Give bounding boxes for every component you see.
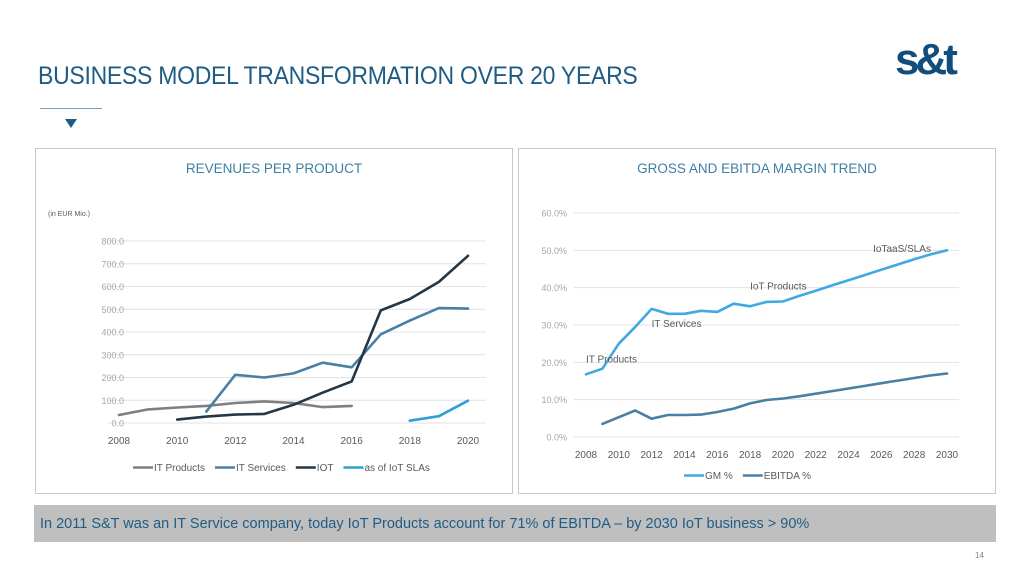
y-tick-label: 60.0% — [541, 209, 567, 219]
page-number: 14 — [975, 551, 984, 560]
y-tick-label: 50.0% — [541, 246, 567, 256]
down-triangle-icon — [65, 119, 77, 128]
x-tick-label: 2010 — [608, 450, 631, 461]
x-tick-label: 2016 — [341, 436, 364, 447]
series-line-gm- — [584, 249, 949, 376]
margin-chart-panel: GROSS AND EBITDA MARGIN TREND 0.0% 10.0% 2… — [518, 148, 996, 494]
series-line-iot — [175, 254, 470, 421]
x-tick-label: 2022 — [805, 450, 828, 461]
series-line-as-of-iot-slas — [408, 399, 470, 422]
series-line-it-services — [205, 306, 470, 413]
legend-label: IT Services — [236, 463, 286, 474]
margin-chart-title: GROSS AND EBITDA MARGIN TREND — [637, 161, 877, 176]
legend-label: as of IoT SLAs — [364, 463, 429, 474]
y-tick-label: 200.0 — [101, 373, 124, 383]
slide-title: BUSINESS MODEL TRANSFORMATION OVER 20 YE… — [38, 62, 638, 90]
y-tick-label: 10.0% — [541, 395, 567, 405]
revenues-chart-title: REVENUES PER PRODUCT — [185, 161, 363, 176]
y-tick-label: 700.0 — [101, 259, 124, 269]
x-tick-label: 2024 — [837, 450, 860, 461]
x-tick-label: 2030 — [936, 450, 959, 461]
y-tick-label: 0.0 — [111, 419, 124, 429]
revenues-chart: (in EUR Mio.) 0.0 100.0 200.0 300.0 400.0 500.… — [48, 211, 486, 474]
y-tick-label: 300.0 — [101, 350, 124, 360]
x-tick-label: 2020 — [772, 450, 795, 461]
series-line-ebitda- — [601, 372, 949, 426]
x-tick-label: 2028 — [903, 450, 926, 461]
x-tick-label: 2008 — [108, 436, 131, 447]
x-tick-label: 2016 — [706, 450, 729, 461]
y-tick-label: 100.0 — [101, 396, 124, 406]
annotation-label: IoTaaS/SLAs — [873, 244, 931, 255]
company-logo: s&t — [895, 35, 958, 84]
x-tick-label: 2020 — [457, 436, 480, 447]
x-tick-label: 2026 — [870, 450, 893, 461]
y-tick-label: 500.0 — [101, 305, 124, 315]
x-tick-label: 2008 — [575, 450, 598, 461]
series-line-it-products — [117, 400, 353, 417]
x-tick-label: 2018 — [399, 436, 422, 447]
x-tick-label: 2014 — [673, 450, 696, 461]
y-tick-label: 400.0 — [101, 328, 124, 338]
legend-label: EBITDA % — [764, 471, 811, 482]
x-tick-label: 2012 — [641, 450, 664, 461]
y-tick-label: 20.0% — [541, 358, 567, 368]
y-tick-label: 0.0% — [546, 433, 567, 443]
x-tick-label: 2010 — [166, 436, 189, 447]
y-tick-label: 600.0 — [101, 282, 124, 292]
x-tick-label: 2018 — [739, 450, 762, 461]
annotation-label: IT Services — [652, 319, 702, 330]
legend-label: GM % — [705, 471, 733, 482]
summary-banner: In 2011 S&T was an IT Service company, t… — [34, 505, 996, 542]
title-divider — [40, 108, 102, 109]
x-tick-label: 2014 — [282, 436, 305, 447]
y-tick-label: 30.0% — [541, 321, 567, 331]
x-tick-label: 2012 — [224, 436, 247, 447]
unit-note: (in EUR Mio.) — [48, 211, 90, 218]
legend-label: IOT — [317, 463, 334, 474]
legend-label: IT Products — [154, 463, 205, 474]
revenues-chart-panel: REVENUES PER PRODUCT (in EUR Mio.) 0.0 100… — [35, 148, 513, 494]
margin-chart: 0.0% 10.0% 20.0% 30.0% 40.0% 50.0% 60.0% 2008 20… — [541, 209, 959, 482]
summary-text: In 2011 S&T was an IT Service company, t… — [40, 515, 810, 532]
annotation-label: IoT Products — [750, 282, 807, 293]
annotation-label: IT Products — [586, 354, 637, 365]
y-tick-label: 800.0 — [101, 237, 124, 247]
y-tick-label: 40.0% — [541, 283, 567, 293]
